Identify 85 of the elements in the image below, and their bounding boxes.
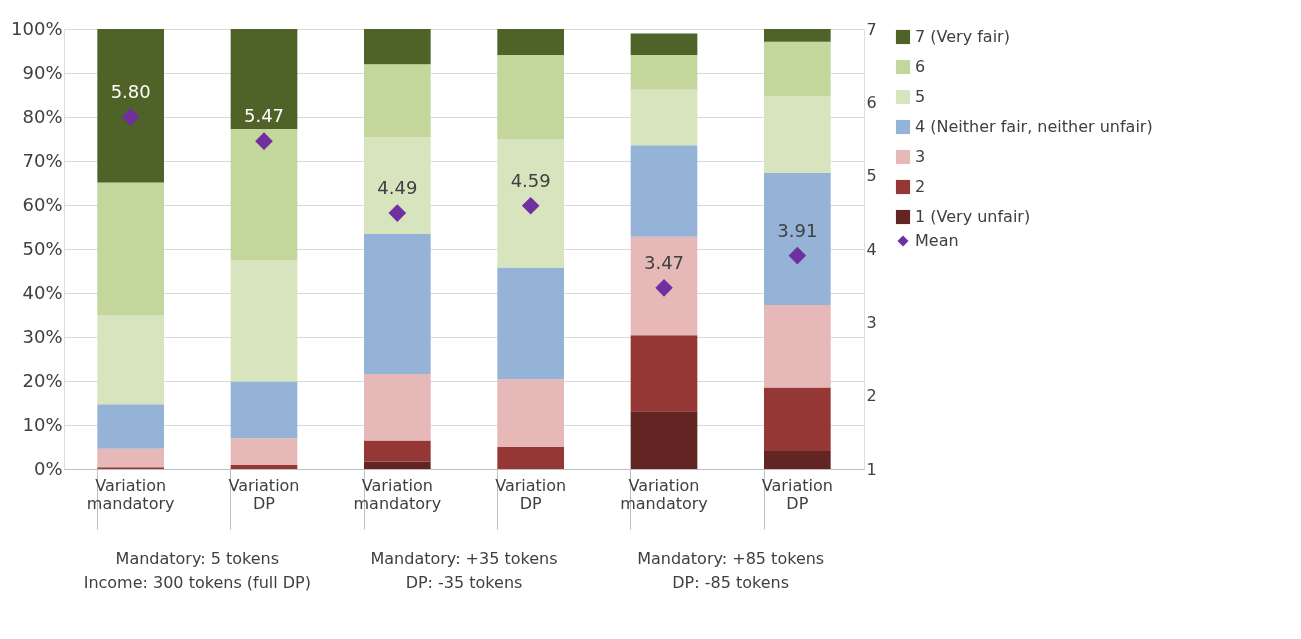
bar — [230, 381, 298, 439]
y-tick-label: 70% — [22, 149, 63, 171]
x-tick-label: Variation mandatory — [86, 475, 175, 513]
bar — [764, 96, 831, 173]
y-tick-label: 60% — [22, 193, 63, 215]
x-tick-label: Variation DP — [495, 475, 567, 513]
bar — [497, 379, 564, 447]
y2-tick-label: 6 — [866, 92, 877, 112]
legend-label: 2 — [915, 177, 926, 196]
bar — [497, 139, 564, 268]
bar — [364, 234, 431, 374]
bar — [497, 447, 564, 469]
y-tick-label: 50% — [22, 237, 63, 259]
x-tick-label: Variation DP — [228, 475, 300, 513]
bar — [230, 260, 298, 382]
bar — [630, 411, 698, 469]
y2-tick-label: 4 — [866, 239, 877, 259]
point — [655, 279, 673, 297]
y-tick-label: 80% — [22, 105, 63, 127]
text: Mandatory: 5 tokens Income: 300 tokens (full DP) — [83, 549, 312, 592]
y-tick-label: 0% — [33, 457, 63, 479]
bar — [364, 137, 431, 235]
legend-label: 3 — [915, 147, 926, 166]
bar — [497, 267, 564, 380]
point — [788, 247, 806, 265]
data-label: 5.80 — [110, 81, 151, 102]
bar — [364, 373, 431, 441]
bar — [364, 29, 431, 65]
bar — [630, 145, 698, 237]
data-label: 3.91 — [777, 219, 818, 241]
y2-tick-label: 7 — [866, 19, 877, 39]
point — [522, 197, 540, 215]
legend-label: 4 (Neither fair, neither unfair) — [915, 117, 1153, 136]
bar — [630, 89, 698, 146]
legend-label: 1 (Very unfair) — [915, 207, 1031, 226]
y2-tick-label: 1 — [866, 459, 877, 479]
text: Mandatory: +85 tokens DP: -85 tokens — [637, 549, 825, 592]
y-tick-label: 10% — [22, 413, 63, 435]
x-tick-label: Variation DP — [761, 475, 833, 513]
y-tick-label: 40% — [22, 281, 63, 303]
bar — [364, 461, 431, 469]
point — [255, 132, 273, 150]
bar — [97, 182, 164, 316]
y2-tick-label: 5 — [866, 166, 877, 186]
bar — [97, 448, 164, 468]
point — [388, 204, 406, 222]
bar — [764, 29, 831, 42]
text: Mandatory: +35 tokens DP: -35 tokens — [370, 549, 558, 592]
bar — [764, 41, 831, 97]
bar — [764, 387, 831, 451]
bar — [630, 335, 698, 412]
bar — [630, 33, 698, 55]
x-tick-label: Variation mandatory — [353, 475, 442, 513]
y2-tick-label: 2 — [866, 386, 877, 406]
legend-label: 6 — [915, 57, 926, 76]
bar — [230, 465, 298, 469]
bar — [230, 128, 298, 260]
legend-label: Mean — [915, 231, 959, 250]
data-label: 4.49 — [377, 177, 418, 199]
y-tick-label: 90% — [22, 61, 63, 83]
point — [122, 108, 140, 126]
bar — [364, 64, 431, 138]
y-tick-label: 30% — [22, 325, 63, 347]
legend-label: 5 — [915, 87, 926, 106]
data-label: 4.59 — [510, 169, 551, 191]
bar — [630, 236, 698, 336]
bar — [497, 54, 564, 140]
bar — [97, 404, 164, 449]
bar — [764, 450, 831, 469]
data-label: 3.47 — [643, 251, 685, 273]
bar — [764, 172, 831, 305]
bar — [97, 29, 164, 183]
bar — [230, 29, 298, 129]
data-label: 5.47 — [243, 105, 285, 127]
bar — [630, 54, 698, 90]
x-tick-label: Variation mandatory — [620, 475, 708, 513]
bar — [230, 438, 298, 466]
y-tick-label: 20% — [22, 369, 63, 391]
bar — [364, 440, 431, 462]
bar — [497, 29, 564, 55]
y2-tick-label: 3 — [866, 312, 877, 332]
bar — [764, 304, 831, 388]
bar — [97, 315, 164, 405]
legend-label: 7 (Very fair) — [915, 27, 1010, 46]
y-tick-label: 100% — [11, 17, 63, 39]
